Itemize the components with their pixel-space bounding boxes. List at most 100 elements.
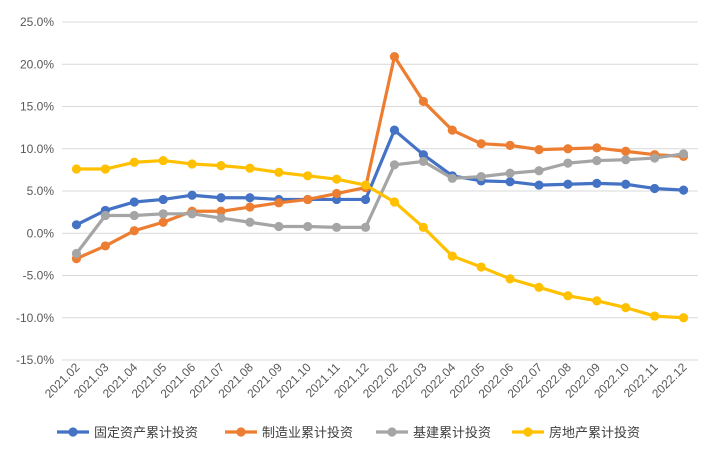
data-point xyxy=(129,157,139,167)
data-point xyxy=(447,251,457,261)
data-point xyxy=(274,167,284,178)
data-point xyxy=(274,221,284,232)
data-point xyxy=(621,303,631,313)
x-axis-tick-labels: 2021.022021.032021.042021.052021.062021.… xyxy=(42,360,690,401)
data-point xyxy=(418,222,428,232)
data-point xyxy=(534,144,544,155)
legend-marker xyxy=(68,427,78,437)
data-point xyxy=(303,194,313,205)
y-tick-label: 15.0% xyxy=(20,100,54,114)
data-point xyxy=(332,174,342,184)
legend-item: 房地产累计投资 xyxy=(512,425,640,441)
legend-marker xyxy=(387,427,397,437)
legend: 固定资产累计投资 制造业累计投资 基建累计投资 房地产累计投资 xyxy=(57,425,640,441)
y-tick-label: 0.0% xyxy=(27,226,55,240)
y-tick-label: -5.0% xyxy=(23,269,55,283)
data-point xyxy=(592,143,602,153)
data-point xyxy=(592,155,602,166)
data-point xyxy=(505,168,515,178)
y-tick-label: -15.0% xyxy=(16,353,54,367)
data-point xyxy=(418,96,428,107)
data-point xyxy=(158,194,168,205)
data-point xyxy=(621,155,631,165)
series-1 xyxy=(71,125,689,230)
y-axis-tick-labels: -15.0% -10.0% -5.0% 0.0% 5.0% 10.0% 15.0% 20.0%… xyxy=(16,15,54,367)
data-point xyxy=(563,291,573,301)
series-4 xyxy=(71,155,689,323)
legend-marker xyxy=(523,427,533,437)
data-point xyxy=(678,313,689,323)
data-point xyxy=(621,179,631,189)
legend-label: 制造业累计投资 xyxy=(262,425,353,441)
data-point xyxy=(389,52,400,62)
data-point xyxy=(678,149,689,159)
data-point xyxy=(360,180,371,190)
data-point xyxy=(274,198,284,208)
data-point xyxy=(360,194,371,205)
data-point xyxy=(447,125,457,135)
y-tick-label: -10.0% xyxy=(16,311,54,325)
y-tick-label: 10.0% xyxy=(20,142,54,156)
legend-marker xyxy=(236,427,246,437)
data-point xyxy=(505,274,515,284)
data-point xyxy=(100,241,110,251)
gridlines xyxy=(62,21,698,361)
series-line xyxy=(74,128,686,227)
data-point xyxy=(245,202,255,212)
data-point xyxy=(71,220,82,230)
data-point xyxy=(360,222,371,232)
data-point xyxy=(71,164,82,174)
legend-item: 制造业累计投资 xyxy=(225,425,353,441)
data-point xyxy=(563,158,573,168)
data-point xyxy=(216,206,226,216)
y-tick-label: 20.0% xyxy=(20,57,54,71)
data-point xyxy=(389,125,400,135)
data-point xyxy=(505,140,515,150)
data-point xyxy=(216,161,226,171)
data-point xyxy=(563,144,573,154)
data-point xyxy=(534,282,544,292)
data-point xyxy=(187,190,197,200)
data-point xyxy=(303,171,313,181)
data-point xyxy=(129,210,139,221)
data-point xyxy=(71,248,82,259)
legend-item: 固定资产累计投资 xyxy=(57,425,198,441)
data-point xyxy=(216,193,226,203)
legend-label: 房地产累计投资 xyxy=(549,425,640,441)
data-point xyxy=(100,210,110,221)
data-point xyxy=(389,160,400,170)
series-line xyxy=(74,152,686,256)
data-point xyxy=(476,262,486,272)
data-point xyxy=(592,296,602,306)
data-point xyxy=(129,197,139,207)
series-line xyxy=(74,158,686,320)
series-3 xyxy=(71,149,689,259)
data-point xyxy=(332,188,342,199)
data-point xyxy=(418,150,428,160)
data-point xyxy=(332,222,342,232)
data-point xyxy=(476,139,486,149)
data-point xyxy=(505,177,515,187)
data-point xyxy=(447,173,457,183)
data-point xyxy=(650,153,660,163)
data-point xyxy=(245,163,255,173)
y-tick-label: 5.0% xyxy=(27,184,55,198)
data-point xyxy=(592,178,602,188)
data-point xyxy=(476,172,486,182)
data-point xyxy=(389,197,400,207)
data-point xyxy=(187,159,197,169)
series-lines xyxy=(71,52,689,323)
data-point xyxy=(621,146,631,156)
legend-label: 固定资产累计投资 xyxy=(94,425,198,441)
data-point xyxy=(418,156,428,167)
series-line xyxy=(74,55,686,261)
data-point xyxy=(245,217,255,227)
y-tick-label: 25.0% xyxy=(20,15,54,29)
data-point xyxy=(563,179,573,189)
data-point xyxy=(158,209,168,219)
legend-item: 基建累计投资 xyxy=(376,425,491,441)
data-point xyxy=(534,180,544,190)
data-point xyxy=(129,226,139,236)
data-point xyxy=(650,183,660,194)
